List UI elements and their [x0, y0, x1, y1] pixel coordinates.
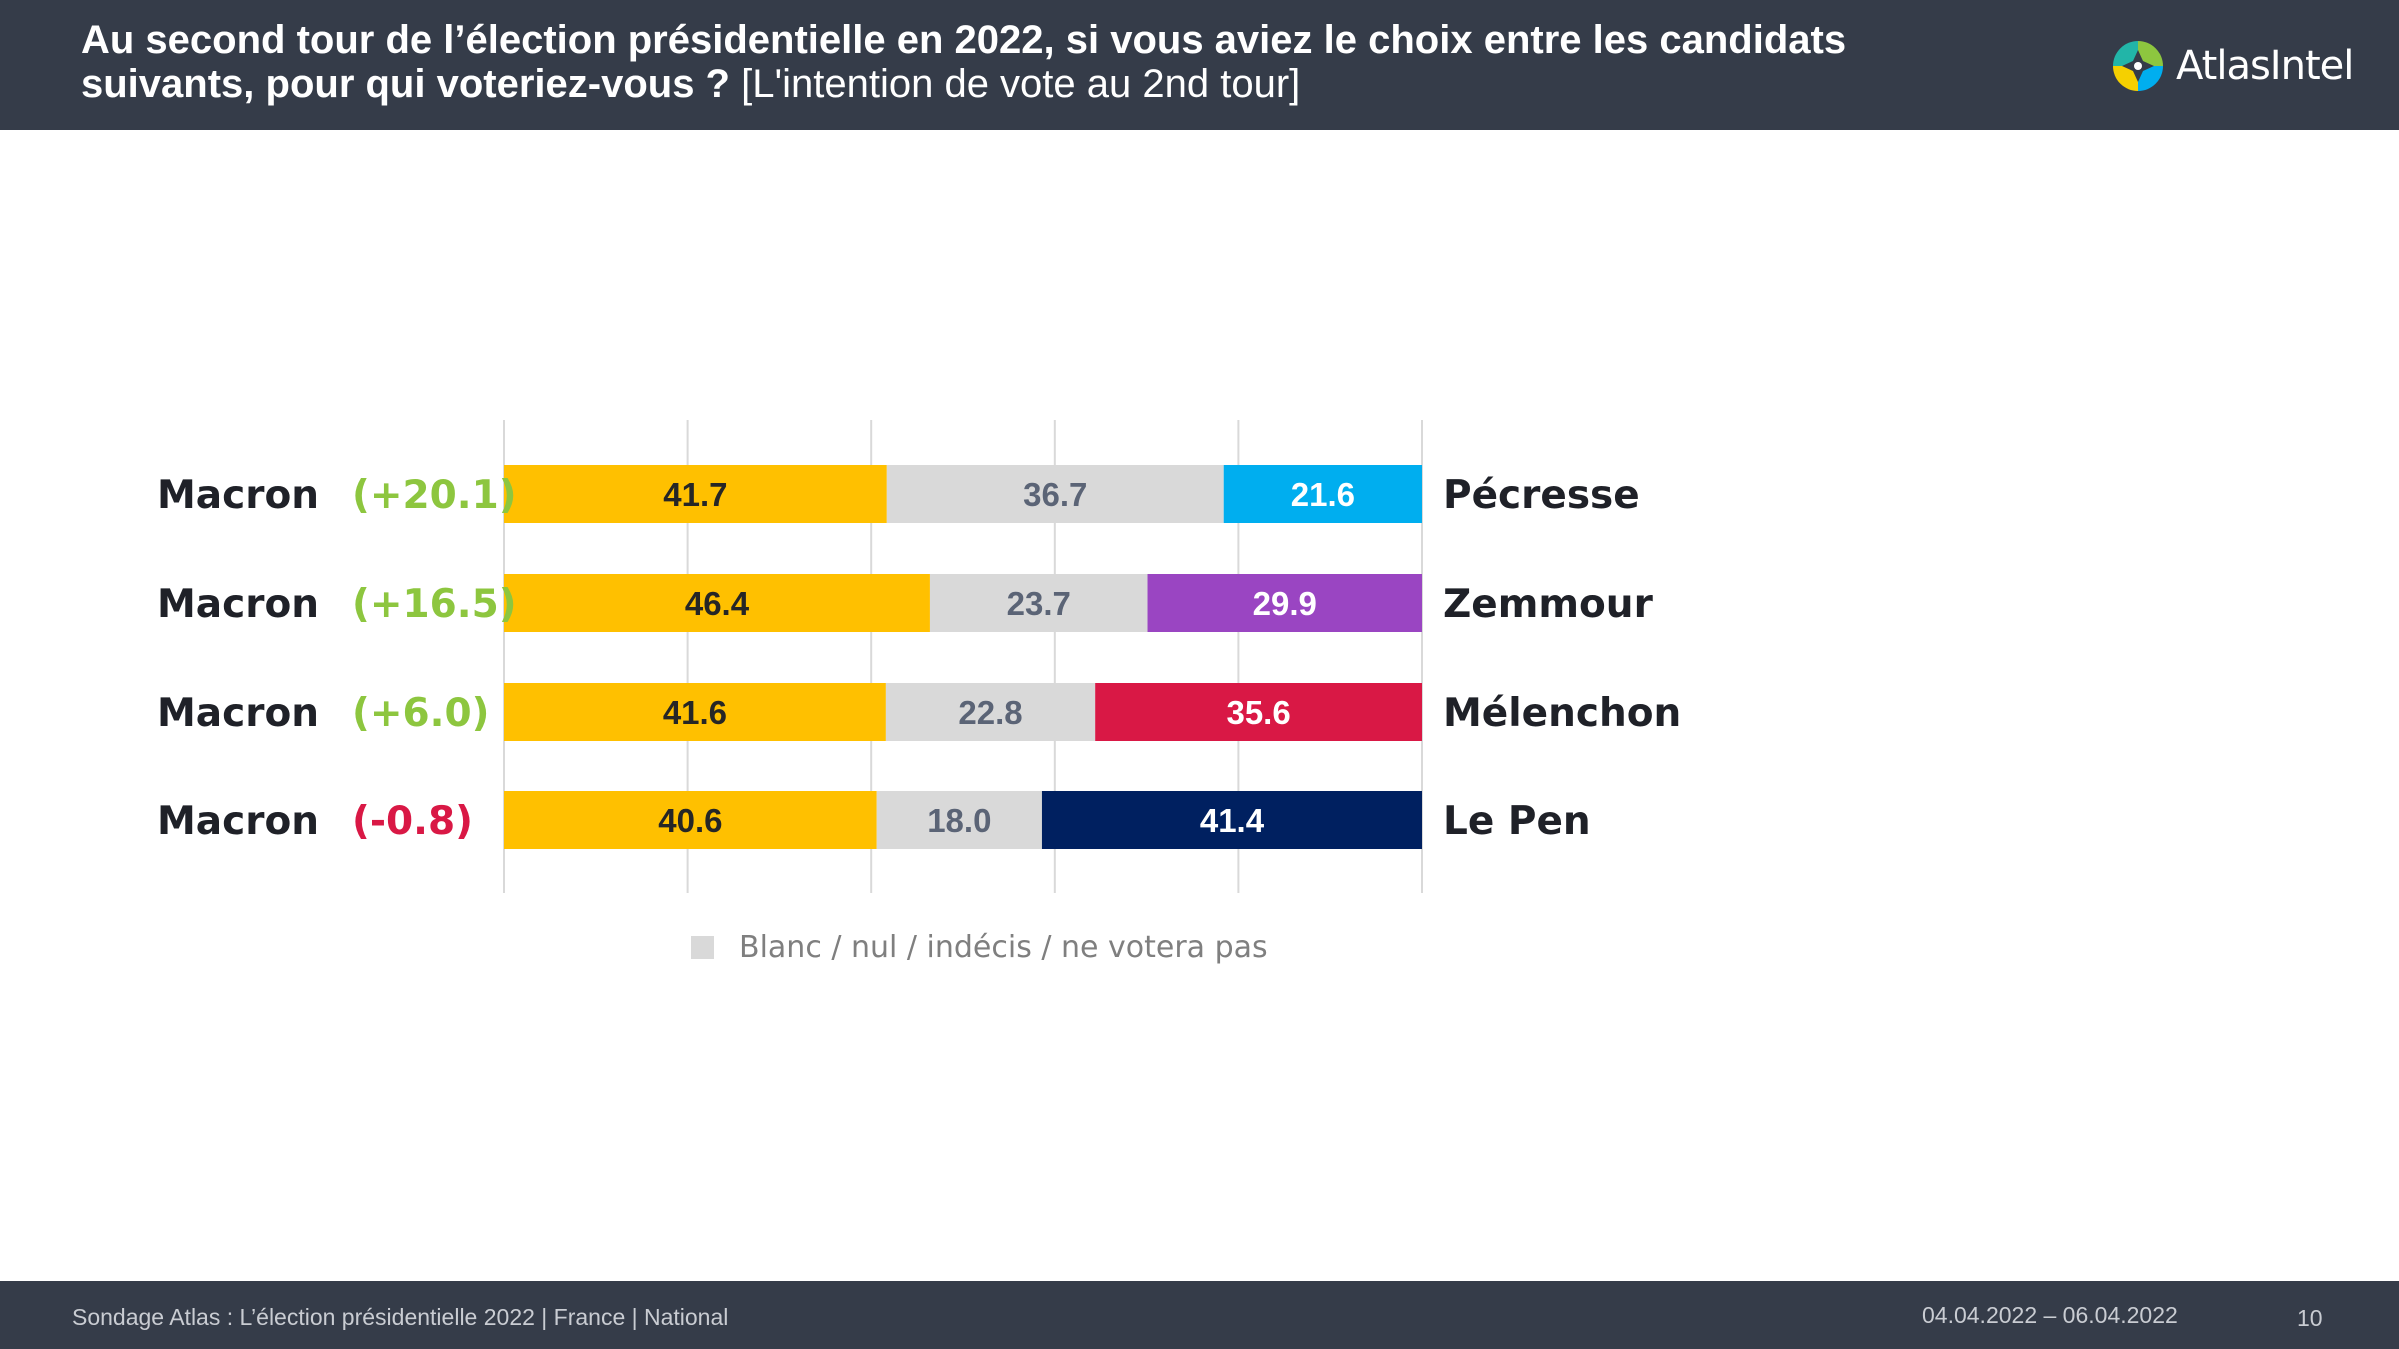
- legend-swatch-blank: [691, 936, 714, 959]
- data-label: 40.6: [658, 802, 722, 839]
- data-label: 21.6: [1291, 476, 1355, 513]
- atlasintel-logo: AtlasIntel: [2110, 38, 2354, 94]
- data-label: 23.7: [1007, 585, 1071, 622]
- data-label: 46.4: [685, 585, 750, 622]
- bar-segment: [929, 574, 1148, 632]
- page-number: 10: [2297, 1305, 2323, 1331]
- data-label: 18.0: [927, 802, 991, 839]
- data-label: 29.9: [1253, 585, 1317, 622]
- lead-diff-label: (+6.0): [352, 691, 489, 736]
- data-label: 41.7: [663, 476, 727, 513]
- row-label-left: Macron: [157, 473, 319, 518]
- row-label-left: Macron: [157, 691, 319, 736]
- data-label: 36.7: [1023, 476, 1087, 513]
- data-label: 41.4: [1200, 802, 1265, 839]
- row-label-right: Mélenchon: [1443, 691, 1681, 736]
- lead-diff-label: (-0.8): [352, 799, 473, 844]
- header-bar: Au second tour de l’élection présidentie…: [0, 0, 2399, 130]
- bar-segment: [504, 574, 930, 632]
- footer-bar: Sondage Atlas : L’élection présidentiell…: [0, 1281, 2399, 1349]
- title-question: Au second tour de l’élection présidentie…: [81, 18, 1847, 106]
- bar-segment: [504, 791, 877, 849]
- data-label: 41.6: [663, 694, 727, 731]
- compass-icon: [2113, 41, 2163, 91]
- bar-segment: [885, 683, 1096, 741]
- footer-dates: 04.04.2022 – 06.04.2022: [1922, 1302, 2178, 1328]
- bar-segment: [504, 465, 887, 523]
- bar-segment: [876, 791, 1042, 849]
- data-label: 35.6: [1226, 694, 1290, 731]
- lead-diff-label: (+16.5): [352, 582, 517, 627]
- bar-segment: [1147, 574, 1422, 632]
- legend-label: Blanc / nul / indécis / ne votera pas: [739, 930, 1268, 965]
- bar-segment: [1223, 465, 1422, 523]
- bar-segment: [1095, 683, 1422, 741]
- chart-legend: Blanc / nul / indécis / ne votera pas: [691, 930, 1268, 965]
- row-label-left: Macron: [157, 799, 319, 844]
- lead-diff-label: (+20.1): [352, 473, 517, 518]
- bar-segment: [504, 683, 886, 741]
- row-label-right: Le Pen: [1443, 799, 1591, 844]
- logo-text: AtlasIntel: [2176, 43, 2354, 89]
- title-subtitle: [L'intention de vote au 2nd tour]: [741, 62, 1301, 106]
- row-label-right: Pécresse: [1443, 473, 1640, 518]
- row-label-left: Macron: [157, 582, 319, 627]
- data-label: 22.8: [958, 694, 1022, 731]
- bar-segment: [1041, 791, 1422, 849]
- footer-source: Sondage Atlas : L’élection présidentiell…: [72, 1304, 729, 1330]
- page-title: Au second tour de l’élection présidentie…: [81, 18, 1941, 106]
- row-label-right: Zemmour: [1443, 582, 1654, 627]
- bar-segment: [886, 465, 1224, 523]
